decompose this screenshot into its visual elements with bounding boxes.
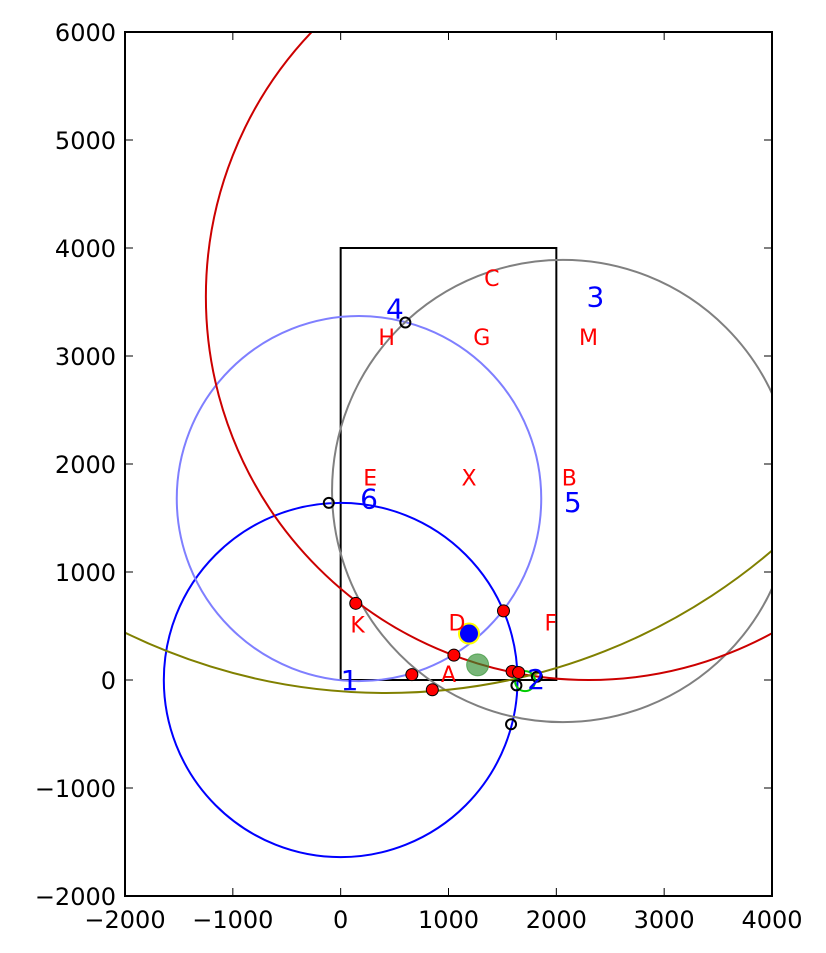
open-point-5 <box>530 670 543 683</box>
label-D: D <box>449 611 466 636</box>
region-rectangle <box>339 247 558 681</box>
red-point-5 <box>496 604 510 618</box>
blue-point <box>457 622 480 645</box>
y-tick-label: 2000 <box>55 451 116 479</box>
label-B: B <box>562 467 577 492</box>
axes-frame <box>124 31 773 897</box>
number-3: 3 <box>587 281 605 314</box>
x-tick-label: −1000 <box>192 906 273 934</box>
red-point-1 <box>349 596 363 610</box>
open-point-2 <box>322 496 335 509</box>
y-tick-label: 1000 <box>55 559 116 587</box>
label-E: E <box>363 467 377 492</box>
label-A: A <box>441 663 456 688</box>
y-tick-label: 3000 <box>55 343 116 371</box>
circle-3 <box>331 258 772 724</box>
number-4: 4 <box>386 292 404 325</box>
axis-ticks: −2000 −1000 0 1000 2000 3000 4000 −2000 −1000 0 10… <box>35 19 803 934</box>
x-tick-label: 4000 <box>741 906 802 934</box>
x-tick-label: 1000 <box>418 906 479 934</box>
open-point-4 <box>510 679 523 692</box>
circle-2 <box>175 315 543 683</box>
number-5: 5 <box>564 486 582 519</box>
circle-5 <box>125 549 772 694</box>
open-point-1 <box>399 316 412 329</box>
y-tick-label: −1000 <box>35 775 116 803</box>
number-6: 6 <box>360 483 378 516</box>
red-point-4 <box>447 648 461 662</box>
label-H: H <box>378 326 395 351</box>
label-F: F <box>544 611 557 636</box>
red-point-2 <box>405 668 419 682</box>
label-M: M <box>579 326 598 351</box>
green-point <box>466 653 490 677</box>
y-tick-label: 0 <box>101 667 116 695</box>
red-point-3 <box>425 683 439 697</box>
x-tick-label: 2000 <box>526 906 587 934</box>
y-tick-label: −2000 <box>35 883 116 911</box>
plot-area: A B C D E F G H K M X 1 2 3 4 5 6 <box>125 32 772 859</box>
label-X: X <box>461 467 476 492</box>
open-point-3 <box>505 718 518 731</box>
x-tick-label: −2000 <box>84 906 165 934</box>
number-2: 2 <box>527 663 545 696</box>
y-tick-label: 5000 <box>55 127 116 155</box>
x-tick-label: 0 <box>333 906 348 934</box>
circle-4 <box>204 32 772 681</box>
y-tick-label: 6000 <box>55 19 116 47</box>
label-K: K <box>350 613 365 638</box>
red-point-7 <box>512 665 526 679</box>
y-tick-label: 4000 <box>55 235 116 263</box>
x-tick-label: 3000 <box>634 906 695 934</box>
number-1: 1 <box>341 664 359 697</box>
label-C: C <box>484 267 499 292</box>
label-G: G <box>473 326 490 351</box>
